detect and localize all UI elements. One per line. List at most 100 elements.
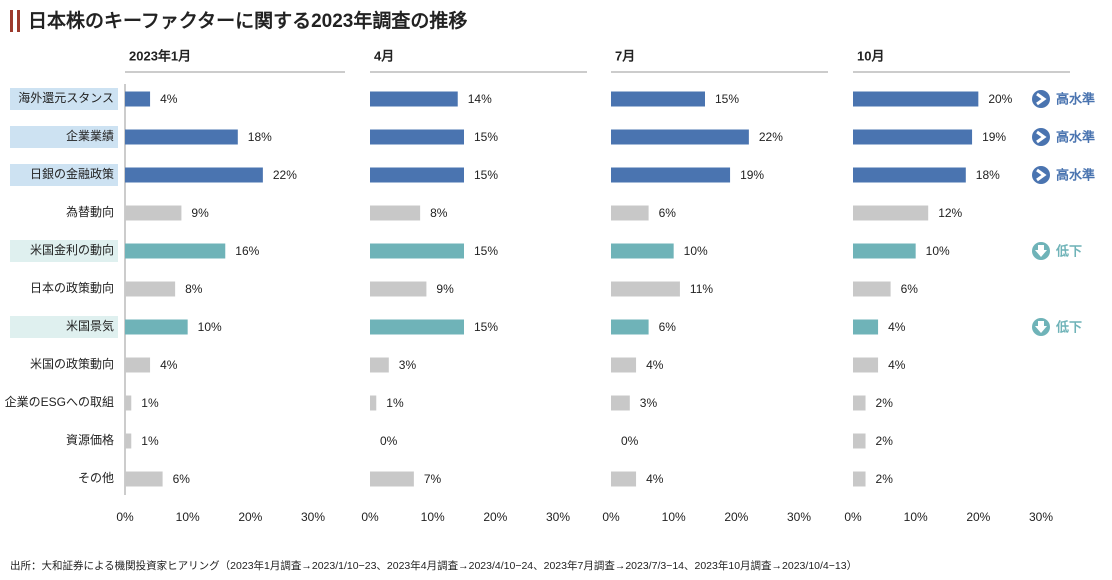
value-label: 1% [386, 396, 404, 410]
bar [125, 281, 176, 297]
category-label: 海外還元スタンス [18, 90, 114, 105]
category-label: 資源価格 [66, 432, 114, 447]
value-label: 12% [938, 206, 962, 220]
value-label: 4% [888, 320, 906, 334]
bar [853, 433, 866, 449]
bar [370, 167, 464, 183]
value-label: 19% [982, 130, 1006, 144]
x-tick-label: 30% [787, 510, 811, 524]
value-label: 18% [976, 168, 1000, 182]
value-label: 3% [399, 358, 417, 372]
value-label: 1% [141, 434, 159, 448]
value-label: 2% [876, 396, 894, 410]
value-label: 8% [185, 282, 203, 296]
value-label: 15% [474, 168, 498, 182]
annotation: 高水準 [1056, 129, 1095, 144]
category-label: 企業のESGへの取組 [5, 394, 114, 409]
value-label: 7% [424, 472, 442, 486]
bar [853, 395, 866, 411]
category-highlight [10, 164, 118, 186]
bar [370, 395, 377, 411]
chart-title: 日本株のキーファクターに関する2023年調査の推移 [28, 9, 467, 32]
value-label: 3% [640, 396, 658, 410]
bar [853, 281, 891, 297]
value-label: 15% [474, 244, 498, 258]
x-tick-label: 20% [966, 510, 990, 524]
x-tick-label: 20% [483, 510, 507, 524]
bar [611, 91, 705, 107]
value-label: 6% [659, 320, 677, 334]
annotation-arrow [1035, 245, 1047, 257]
bar [125, 357, 151, 373]
bar [125, 167, 263, 183]
bar [853, 205, 929, 221]
x-tick-label: 0% [844, 510, 862, 524]
value-label: 4% [160, 92, 178, 106]
bar [370, 281, 427, 297]
annotation-arrow [1035, 321, 1047, 333]
x-tick-label: 30% [301, 510, 325, 524]
bar [370, 129, 464, 145]
panel-header: 7月 [615, 48, 635, 63]
bar [370, 205, 421, 221]
bar [125, 243, 226, 259]
bar [370, 357, 389, 373]
value-label: 10% [926, 244, 950, 258]
value-label: 14% [468, 92, 492, 106]
annotation-icon [1032, 128, 1050, 146]
value-label: 9% [191, 206, 209, 220]
value-label: 11% [690, 282, 713, 296]
bar [125, 433, 132, 449]
bar [370, 243, 464, 259]
bar [853, 243, 916, 259]
annotation: 低下 [1055, 319, 1082, 334]
value-label: 10% [198, 320, 222, 334]
bar [125, 205, 182, 221]
value-label: 16% [235, 244, 259, 258]
x-tick-label: 20% [238, 510, 262, 524]
category-label: 為替動向 [66, 204, 114, 219]
bar [611, 395, 630, 411]
value-label: 0% [380, 434, 398, 448]
value-label: 4% [888, 358, 906, 372]
category-highlight [10, 316, 118, 338]
value-label: 8% [430, 206, 448, 220]
bar [853, 357, 879, 373]
bar [125, 91, 151, 107]
value-label: 2% [876, 472, 894, 486]
value-label: 6% [659, 206, 677, 220]
source: 出所：大和証券による機関投資家ヒアリング（2023年1月調査→2023/1/10… [10, 559, 857, 572]
x-tick-label: 10% [421, 510, 445, 524]
x-tick-label: 10% [176, 510, 200, 524]
value-label: 9% [436, 282, 454, 296]
value-label: 6% [173, 472, 191, 486]
bar [125, 319, 188, 335]
bar [611, 167, 731, 183]
bar [370, 471, 414, 487]
annotation-icon [1032, 166, 1050, 184]
value-label: 15% [715, 92, 739, 106]
category-label: 米国景気 [66, 318, 114, 333]
x-tick-label: 10% [662, 510, 686, 524]
x-tick-label: 0% [116, 510, 134, 524]
category-label: 日銀の金融政策 [30, 166, 114, 181]
category-label: 企業業績 [66, 128, 114, 143]
title-bar [10, 10, 13, 32]
bar [611, 129, 749, 145]
bar [853, 129, 973, 145]
bar [125, 129, 238, 145]
annotation-arrow [1036, 92, 1047, 106]
title-bar [17, 10, 20, 32]
bar [611, 319, 649, 335]
value-label: 4% [160, 358, 178, 372]
annotation-arrow [1036, 168, 1047, 182]
value-label: 10% [684, 244, 708, 258]
value-label: 22% [759, 130, 783, 144]
value-label: 4% [646, 358, 664, 372]
value-label: 20% [988, 92, 1012, 106]
value-label: 1% [141, 396, 159, 410]
x-tick-label: 0% [361, 510, 379, 524]
bar [611, 471, 637, 487]
bar [853, 91, 979, 107]
